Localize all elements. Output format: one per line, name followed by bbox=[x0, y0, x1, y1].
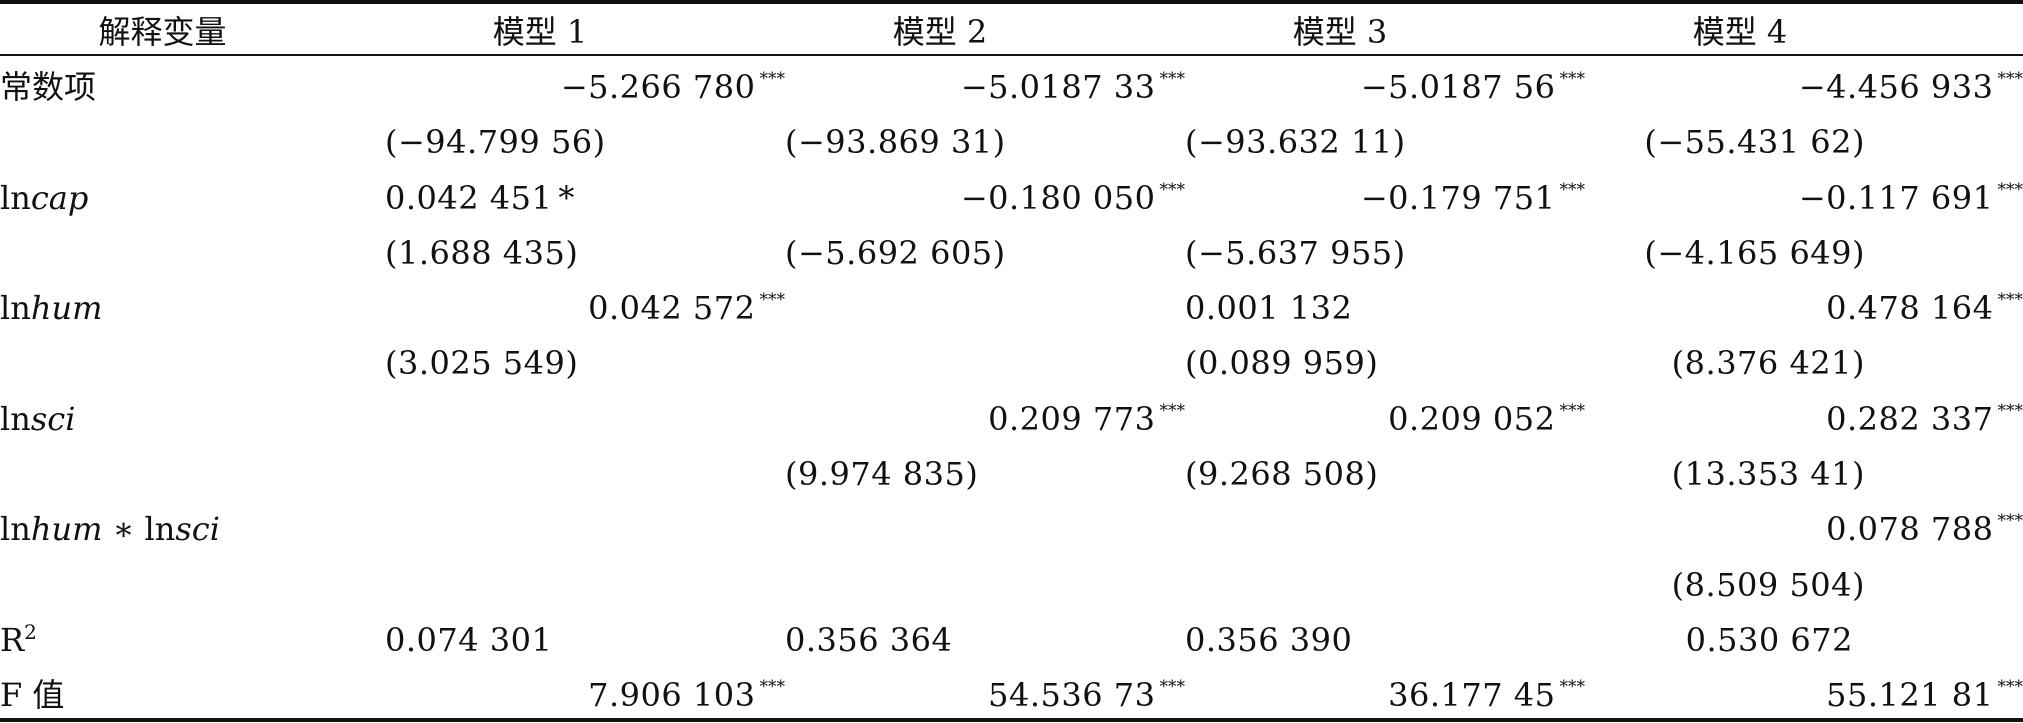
table-row-tstat: (3.025 549) (0.089 959) (8.376 421) bbox=[0, 336, 2023, 391]
cell-model-2: −5.0187 33*** bbox=[785, 59, 1185, 114]
table-row-tstat: (1.688 435) (−5.692 605) (−5.637 955) (−… bbox=[0, 225, 2023, 280]
cell-model-4: (−55.431 62) bbox=[1585, 115, 2023, 170]
cell-model-2: 0.356 364 bbox=[785, 612, 1185, 667]
cell-model-3 bbox=[1185, 557, 1585, 612]
cell-model-1: 0.074 301 bbox=[385, 612, 785, 667]
significance-stars: *** bbox=[1160, 69, 1186, 89]
row-label: R2 bbox=[0, 612, 385, 667]
cell-model-3: 0.209 052*** bbox=[1185, 391, 1585, 446]
cell-model-1 bbox=[385, 446, 785, 501]
table-row-tstat: (8.509 504) bbox=[0, 557, 2023, 612]
cell-model-4: 0.282 337*** bbox=[1585, 391, 2023, 446]
row-label: lnhum bbox=[0, 280, 385, 335]
cell-model-3: −0.179 751*** bbox=[1185, 170, 1585, 225]
table-row: 常数项 −5.266 780*** −5.0187 33*** −5.0187 … bbox=[0, 59, 2023, 114]
cell-model-2: 54.536 73*** bbox=[785, 668, 1185, 723]
significance-stars: * bbox=[558, 179, 575, 217]
cell-model-4: (8.376 421) bbox=[1585, 336, 2023, 391]
cell-model-3: −5.0187 56*** bbox=[1185, 59, 1585, 114]
cell-model-4: (−4.165 649) bbox=[1585, 225, 2023, 280]
cell-model-4: 0.478 164*** bbox=[1585, 280, 2023, 335]
row-label: F 值 bbox=[0, 668, 385, 723]
header-model-1: 模型 1 bbox=[385, 4, 785, 59]
cell-model-2 bbox=[785, 557, 1185, 612]
table-row: lnsci 0.209 773*** 0.209 052*** 0.282 33… bbox=[0, 391, 2023, 446]
cell-model-4: 0.078 788*** bbox=[1585, 502, 2023, 557]
row-label: 常数项 bbox=[0, 59, 385, 114]
significance-stars: *** bbox=[1998, 511, 2023, 531]
header-model-4: 模型 4 bbox=[1585, 4, 2023, 59]
cell-model-3 bbox=[1185, 502, 1585, 557]
significance-stars: *** bbox=[760, 69, 786, 89]
significance-stars: *** bbox=[760, 677, 786, 697]
table-row: F 值 7.906 103*** 54.536 73*** 36.177 45*… bbox=[0, 668, 2023, 723]
cell-model-1 bbox=[385, 502, 785, 557]
significance-stars: *** bbox=[1998, 290, 2023, 310]
cell-model-2: (−5.692 605) bbox=[785, 225, 1185, 280]
table-row: lnhum ∗ lnsci 0.078 788*** bbox=[0, 502, 2023, 557]
row-label bbox=[0, 336, 385, 391]
significance-stars: *** bbox=[760, 290, 786, 310]
cell-model-4: (13.353 41) bbox=[1585, 446, 2023, 501]
cell-model-4: (8.509 504) bbox=[1585, 557, 2023, 612]
cell-model-2: −0.180 050*** bbox=[785, 170, 1185, 225]
cell-model-1: 0.042 572*** bbox=[385, 280, 785, 335]
table-row: lnhum 0.042 572*** 0.001 132 0.478 164**… bbox=[0, 280, 2023, 335]
table-row-tstat: (9.974 835) (9.268 508) (13.353 41) bbox=[0, 446, 2023, 501]
cell-model-1 bbox=[385, 391, 785, 446]
cell-model-2 bbox=[785, 280, 1185, 335]
cell-model-3: (−5.637 955) bbox=[1185, 225, 1585, 280]
row-label bbox=[0, 225, 385, 280]
cell-model-4: 0.530 672 bbox=[1585, 612, 2023, 667]
cell-model-2: (9.974 835) bbox=[785, 446, 1185, 501]
row-label bbox=[0, 557, 385, 612]
row-label: lnhum ∗ lnsci bbox=[0, 502, 385, 557]
header-row: 解释变量 模型 1 模型 2 模型 3 模型 4 bbox=[0, 4, 2023, 59]
cell-model-2: 0.209 773*** bbox=[785, 391, 1185, 446]
cell-model-3: (0.089 959) bbox=[1185, 336, 1585, 391]
row-label: lncap bbox=[0, 170, 385, 225]
header-model-3: 模型 3 bbox=[1185, 4, 1585, 59]
cell-model-1 bbox=[385, 557, 785, 612]
table-row-tstat: (−94.799 56) (−93.869 31) (−93.632 11) (… bbox=[0, 115, 2023, 170]
cell-model-2 bbox=[785, 502, 1185, 557]
significance-stars: *** bbox=[1998, 180, 2023, 200]
cell-model-3: (9.268 508) bbox=[1185, 446, 1585, 501]
header-model-2: 模型 2 bbox=[785, 4, 1185, 59]
cell-model-3: (−93.632 11) bbox=[1185, 115, 1585, 170]
row-label: lnsci bbox=[0, 391, 385, 446]
significance-stars: *** bbox=[1560, 401, 1586, 421]
row-label bbox=[0, 446, 385, 501]
significance-stars: *** bbox=[1560, 69, 1586, 89]
table-row: lncap 0.042 451* −0.180 050*** −0.179 75… bbox=[0, 170, 2023, 225]
cell-model-2 bbox=[785, 336, 1185, 391]
significance-stars: *** bbox=[1998, 69, 2023, 89]
cell-model-1: (1.688 435) bbox=[385, 225, 785, 280]
cell-model-1: −5.266 780*** bbox=[385, 59, 785, 114]
significance-stars: *** bbox=[1998, 677, 2023, 697]
table-row: R2 0.074 301 0.356 364 0.356 390 0.530 6… bbox=[0, 612, 2023, 667]
cell-model-4: −0.117 691*** bbox=[1585, 170, 2023, 225]
cell-model-3: 36.177 45*** bbox=[1185, 668, 1585, 723]
cell-model-3: 0.001 132 bbox=[1185, 280, 1585, 335]
cell-model-4: −4.456 933*** bbox=[1585, 59, 2023, 114]
cell-model-4: 55.121 81*** bbox=[1585, 668, 2023, 723]
cell-model-2: (−93.869 31) bbox=[785, 115, 1185, 170]
significance-stars: *** bbox=[1160, 180, 1186, 200]
significance-stars: *** bbox=[1160, 401, 1186, 421]
cell-model-1: (−94.799 56) bbox=[385, 115, 785, 170]
cell-model-3: 0.356 390 bbox=[1185, 612, 1585, 667]
significance-stars: *** bbox=[1560, 180, 1586, 200]
significance-stars: *** bbox=[1560, 677, 1586, 697]
significance-stars: *** bbox=[1998, 401, 2023, 421]
cell-model-1: 7.906 103*** bbox=[385, 668, 785, 723]
significance-stars: *** bbox=[1160, 677, 1186, 697]
header-variable: 解释变量 bbox=[0, 4, 385, 59]
regression-table: 解释变量 模型 1 模型 2 模型 3 模型 4 常数项 −5.266 780*… bbox=[0, 4, 2023, 723]
cell-model-1: (3.025 549) bbox=[385, 336, 785, 391]
row-label bbox=[0, 115, 385, 170]
cell-model-1: 0.042 451* bbox=[385, 170, 785, 225]
